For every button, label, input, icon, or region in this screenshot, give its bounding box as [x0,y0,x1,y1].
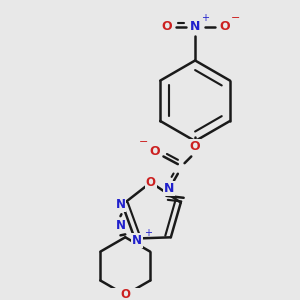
Text: O: O [146,176,156,189]
Text: N: N [190,20,200,33]
Text: O: O [120,288,130,300]
Text: N: N [132,234,142,247]
Text: N: N [116,198,125,211]
Text: O: O [190,140,200,153]
Text: −: − [139,137,148,147]
Text: N: N [164,182,174,195]
Text: +: + [201,13,209,23]
Text: N: N [116,219,125,232]
Text: +: + [144,228,152,238]
Text: O: O [161,20,172,33]
Text: O: O [220,20,230,33]
Text: O: O [149,145,160,158]
Text: −: − [231,13,240,23]
